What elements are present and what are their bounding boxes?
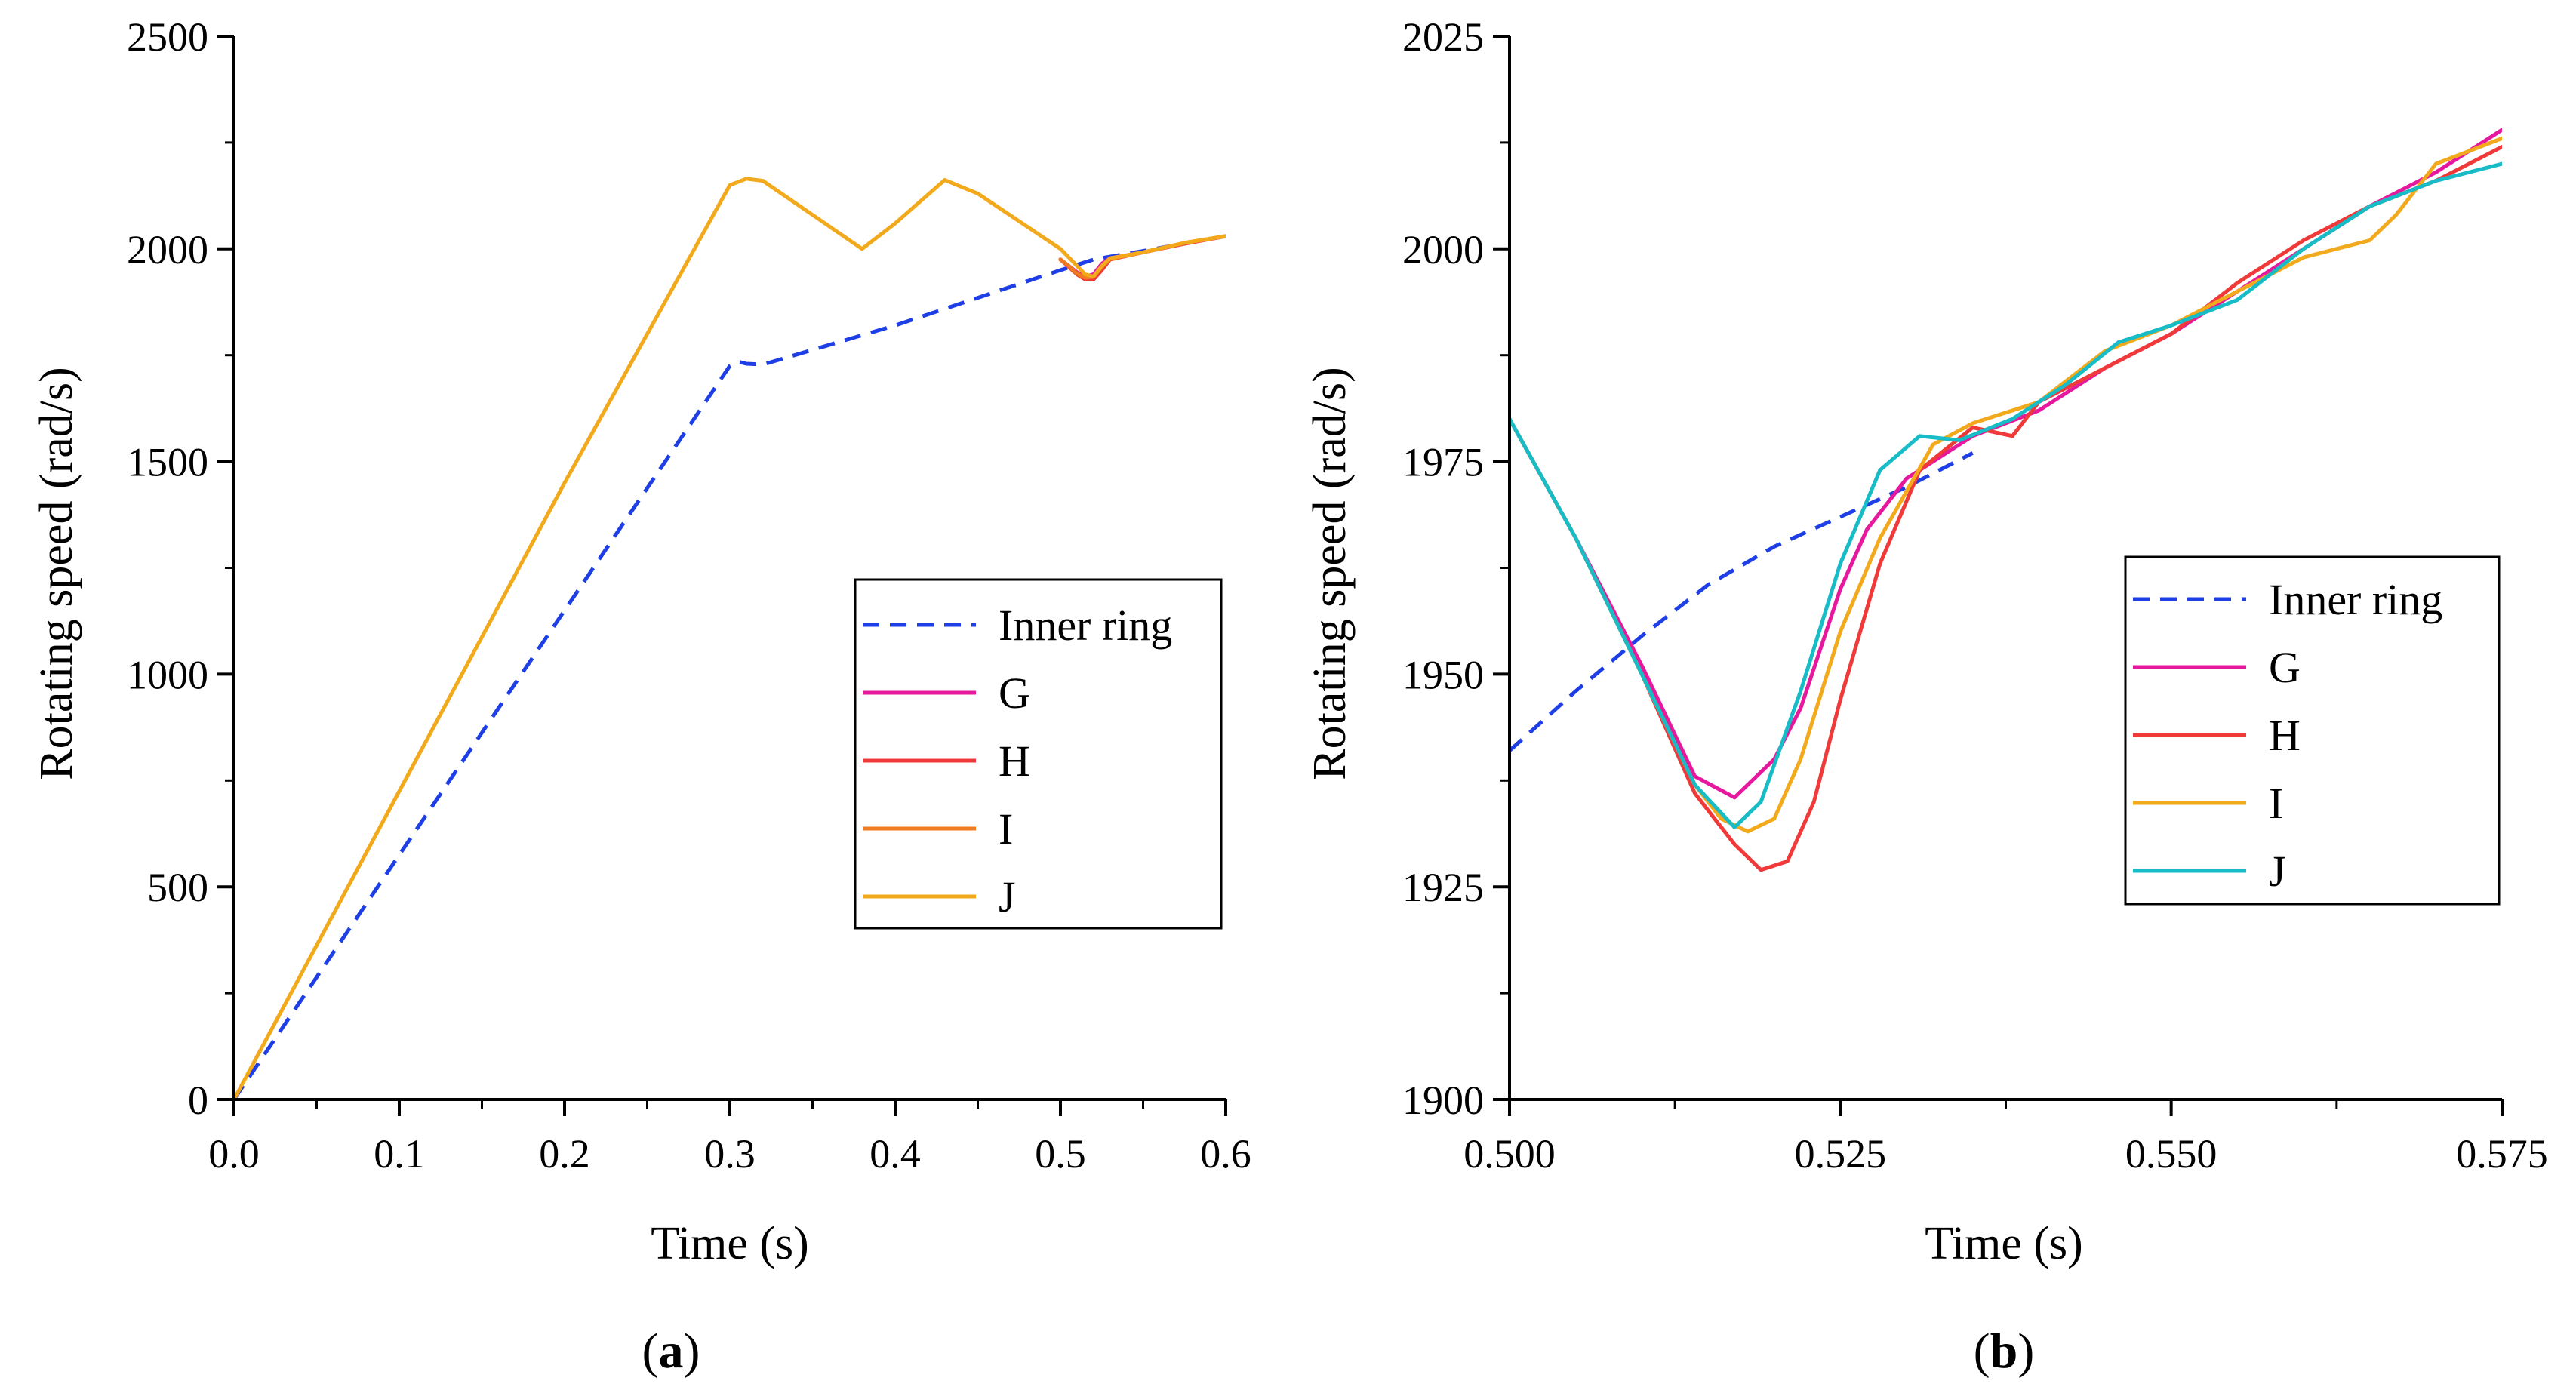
y-axis-title: Rotating speed (rad/s) (1304, 367, 1356, 780)
x-tick-label: 0.3 (704, 1131, 756, 1176)
legend-label: Inner ring (2269, 575, 2442, 624)
y-tick-label: 1500 (127, 440, 208, 485)
y-tick-label: 500 (147, 865, 208, 910)
series-group (234, 177, 1226, 1099)
x-tick-label: 0.1 (374, 1131, 425, 1176)
series-group (1510, 128, 2502, 872)
x-tick-label: 0.6 (1200, 1131, 1251, 1176)
y-tick-label: 2000 (127, 227, 208, 272)
legend-label: J (999, 872, 1016, 921)
axes: 0 500 1000 1500 2000 2500 0.0 0.1 0.2 0.3 0.4 0.5 0.… (127, 14, 1251, 1176)
panel-a-chart: Rotating speed (rad/s) Time (s) (a) 0 500… (31, 14, 1251, 1379)
legend-label: G (2269, 643, 2301, 692)
panel-label-open: ( (1974, 1324, 1990, 1379)
legend-label: G (999, 669, 1030, 718)
y-tick-label: 0 (188, 1078, 208, 1123)
axes: 1900 1925 1950 1975 2000 2025 0.500 0.525 0.550 0… (1402, 14, 2548, 1176)
x-tick-label: 0.4 (869, 1131, 921, 1176)
legend-label: H (999, 737, 1030, 786)
panel-label: (a) (642, 1324, 700, 1379)
x-axis-title: Time (s) (1925, 1218, 2083, 1269)
panel-label: (b) (1974, 1324, 2035, 1379)
series-line-inner-ring (234, 234, 1226, 1099)
y-tick-label: 1975 (1402, 440, 1484, 485)
x-tick-label: 0.525 (1795, 1131, 1887, 1176)
x-axis-title: Time (s) (651, 1218, 809, 1269)
legend-label: Inner ring (999, 601, 1172, 650)
y-tick-label: 1900 (1402, 1078, 1484, 1123)
legend-box (2124, 555, 2501, 906)
y-tick-label: 1925 (1402, 865, 1484, 910)
panel-label-letter: b (1990, 1324, 2018, 1379)
legend-label: I (999, 804, 1013, 853)
y-tick-label: 2025 (1402, 14, 1484, 60)
x-tick-label: 0.0 (208, 1131, 260, 1176)
panel-b-chart: Rotating speed (rad/s) Time (s) (b) 1900… (1304, 14, 2548, 1379)
x-tick-label: 0.550 (2125, 1131, 2217, 1176)
x-tick-label: 0.2 (539, 1131, 590, 1176)
y-tick-label: 2000 (1402, 227, 1484, 272)
legend-box (854, 578, 1223, 930)
legend-label: J (2269, 847, 2286, 896)
legend-label: H (2269, 711, 2301, 760)
legend-label: I (2269, 779, 2283, 828)
x-tick-label: 0.5 (1035, 1131, 1086, 1176)
panel-label-letter: a (659, 1324, 684, 1379)
series-line-j (234, 177, 1226, 1099)
panel-label-close: ) (2017, 1324, 2034, 1379)
x-tick-label: 0.500 (1463, 1131, 1556, 1176)
y-axis-title: Rotating speed (rad/s) (31, 367, 82, 780)
y-tick-label: 2500 (127, 14, 208, 60)
panel-label-close: ) (684, 1324, 700, 1379)
series-line-j (1510, 161, 2502, 829)
x-tick-label: 0.575 (2456, 1131, 2548, 1176)
y-tick-label: 1000 (127, 652, 208, 697)
y-tick-label: 1950 (1402, 652, 1484, 697)
panel-label-open: ( (642, 1324, 659, 1379)
